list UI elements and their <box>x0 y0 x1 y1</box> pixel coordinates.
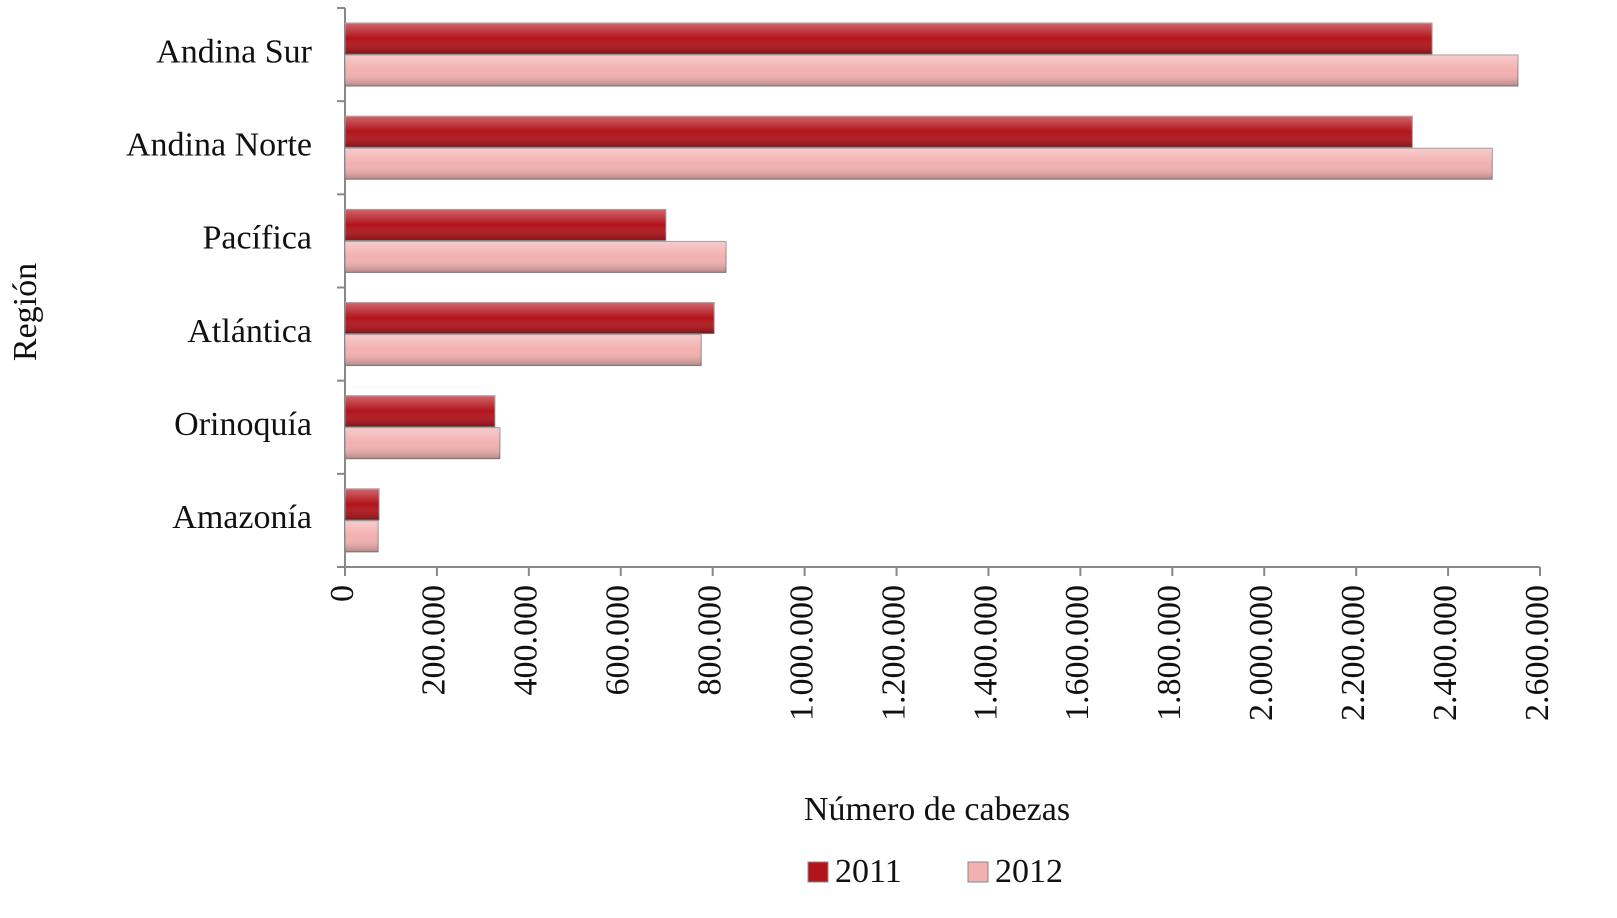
bar <box>344 520 379 553</box>
y-tick-label: Amazonía <box>172 499 312 536</box>
legend-swatch <box>807 861 829 883</box>
bar <box>344 147 1493 180</box>
x-tick-label: 800.000 <box>691 585 728 696</box>
x-tick-label: 1.000.000 <box>783 585 820 721</box>
x-axis-title: Número de cabezas <box>804 791 1070 828</box>
bar <box>344 240 727 273</box>
x-tick-label: 1.400.000 <box>967 585 1004 721</box>
bar <box>344 488 380 521</box>
y-tick-label: Andina Norte <box>126 127 312 164</box>
y-axis-title: Región <box>7 263 44 361</box>
x-tick-label: 400.000 <box>508 585 545 696</box>
bar <box>344 334 702 367</box>
x-tick-label: 1.600.000 <box>1059 585 1096 721</box>
x-tick-label: 1.200.000 <box>875 585 912 721</box>
y-tick-label: Orinoquía <box>174 406 312 443</box>
bar <box>344 115 1413 148</box>
x-tick-label: 1.800.000 <box>1151 585 1188 721</box>
bar <box>344 22 1433 55</box>
x-tick-label: 200.000 <box>416 585 453 696</box>
x-tick-label: 2.600.000 <box>1519 585 1556 721</box>
x-tick-label: 0 <box>324 585 361 602</box>
legend-label: 2012 <box>995 853 1063 890</box>
bar <box>344 54 1519 87</box>
x-tick-label: 2.200.000 <box>1335 585 1372 721</box>
legend-label: 2011 <box>835 853 902 890</box>
x-tick-label: 2.000.000 <box>1243 585 1280 721</box>
y-tick-label: Pacífica <box>203 220 313 257</box>
y-tick-label: Atlántica <box>187 313 312 350</box>
legend-swatch <box>967 861 989 883</box>
bar <box>344 302 715 335</box>
y-tick-label: Andina Sur <box>156 33 313 70</box>
x-tick-label: 600.000 <box>600 585 637 696</box>
x-tick-label: 2.400.000 <box>1427 585 1464 721</box>
bar <box>344 395 496 428</box>
bar <box>344 208 667 241</box>
bar <box>344 427 501 460</box>
